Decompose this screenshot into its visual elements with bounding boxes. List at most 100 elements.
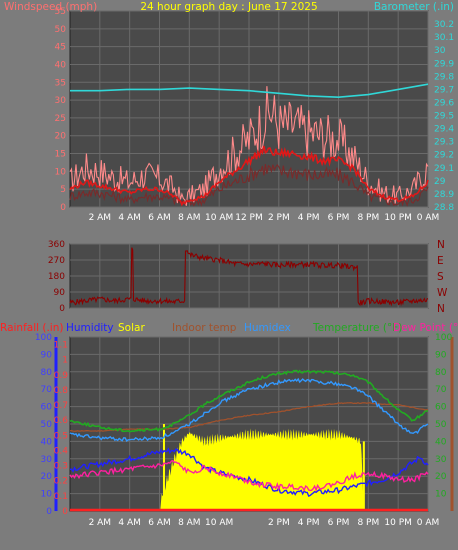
- wind-x-tick: 6 AM: [148, 213, 171, 223]
- wind-y-tick: 35: [55, 78, 66, 88]
- rainfall-y-tick: 0.6: [54, 416, 69, 426]
- compass-label: E: [437, 255, 444, 267]
- compass-label: N: [437, 303, 445, 315]
- temperature-y-tick: 80: [435, 368, 447, 378]
- wind-x-tick: 4 PM: [298, 213, 320, 223]
- baro-y-tick: 29.9: [434, 59, 454, 69]
- baro-y-tick: 29.5: [434, 112, 454, 122]
- dewpoint-line: [69, 459, 429, 492]
- legend-entry: Humidity: [66, 322, 114, 334]
- humidity-y-tick: 100: [35, 333, 52, 343]
- rainfall-y-tick: 0.9: [54, 371, 69, 381]
- wind-dark-line: [69, 164, 429, 207]
- rainfall-y-tick: 0.4: [54, 446, 69, 456]
- wind-x-tick: 0 AM: [417, 213, 440, 223]
- wind-x-tick: 10 AM: [205, 213, 233, 223]
- humidity-y-tick: 10: [41, 490, 53, 500]
- legend-entry: Indoor temp: [172, 322, 237, 334]
- wind-x-tick: 8 AM: [178, 213, 201, 223]
- wind-y-tick: 55: [55, 7, 66, 17]
- baro-y-tick: 29.7: [434, 85, 454, 95]
- rainfall-y-tick: 0.5: [54, 431, 68, 441]
- weather-x-tick: 6 AM: [148, 518, 171, 528]
- rainfall-y-tick: 0.2: [54, 477, 68, 487]
- wind-axis-title: Windspeed (mph): [4, 1, 97, 13]
- legend-entry: Solar: [118, 322, 145, 334]
- rainfall-y-tick: 0.7: [54, 401, 68, 411]
- weather-x-tick: 4 PM: [298, 518, 320, 528]
- weather-x-tick: 0 AM: [417, 518, 440, 528]
- rainfall-y-tick: 0.8: [54, 386, 69, 396]
- wind-x-tick: 2 AM: [89, 213, 112, 223]
- humidity-y-tick: 70: [41, 385, 53, 395]
- compass-label: W: [437, 287, 448, 299]
- direction-y-tick: 270: [48, 256, 65, 266]
- rainfall-y-tick: 1.1: [54, 341, 68, 351]
- direction-y-tick: 360: [48, 240, 65, 250]
- weather-x-tick: 4 AM: [118, 518, 141, 528]
- direction-y-tick: 0: [59, 304, 65, 314]
- humidity-y-tick: 40: [41, 437, 53, 447]
- baro-y-tick: 29.8: [434, 72, 454, 82]
- wind-x-tick: 4 AM: [118, 213, 141, 223]
- rainfall-y-tick: 0.1: [54, 492, 68, 502]
- humidity-line: [69, 447, 429, 498]
- humidex-line: [69, 377, 429, 442]
- baro-y-tick: 30.1: [434, 33, 454, 43]
- baro-y-tick: 29.1: [434, 164, 454, 174]
- humidity-y-tick: 20: [41, 472, 53, 482]
- humidity-y-tick: 80: [41, 368, 53, 378]
- barometer-line: [70, 83, 429, 99]
- indoor-line: [69, 401, 429, 433]
- temperature-y-tick: 40: [435, 437, 447, 447]
- wind-y-tick: 25: [55, 114, 66, 124]
- temperature-y-tick: 100: [435, 333, 452, 343]
- direction-y-tick: 90: [54, 288, 66, 298]
- humidity-y-tick: 30: [41, 455, 53, 465]
- wind-gust-line: [69, 86, 429, 206]
- rainfall-y-tick: 0: [62, 507, 68, 517]
- baro-y-tick: 30: [434, 46, 446, 56]
- temperature-y-tick: 60: [435, 403, 447, 413]
- wind-y-tick: 10: [55, 167, 67, 177]
- baro-y-tick: 29.4: [434, 125, 454, 135]
- solar-area: [70, 428, 428, 511]
- wind-x-tick: 2 PM: [268, 213, 290, 223]
- rainfall-y-tick: 0.3: [54, 462, 68, 472]
- humidity-y-tick: 90: [41, 350, 53, 360]
- temperature-y-tick: 30: [435, 455, 447, 465]
- baro-y-tick: 29.6: [434, 98, 454, 108]
- legend-entry: Dew Point (°F): [393, 322, 458, 334]
- wind-y-tick: 0: [60, 203, 66, 213]
- wind-y-tick: 5: [60, 185, 66, 195]
- wind-x-tick: 12 PM: [235, 213, 263, 223]
- wind-x-tick: 10 PM: [384, 213, 412, 223]
- chart-title: 24 hour graph day : June 17 2025: [140, 1, 317, 13]
- wind-y-tick: 20: [55, 132, 67, 142]
- rainfall-y-tick: 1: [62, 356, 68, 366]
- legend-entry: Temperature (°F): [312, 322, 402, 334]
- weather-x-tick: 8 PM: [357, 518, 379, 528]
- weather-x-tick: 8 AM: [178, 518, 201, 528]
- baro-y-tick: 29.3: [434, 138, 454, 148]
- legend-entry: Rainfall (.in): [0, 322, 63, 334]
- humidity-y-tick: 0: [46, 507, 52, 517]
- temperature-y-tick: 20: [435, 472, 447, 482]
- wind-avg-line: [69, 145, 429, 207]
- wind-x-tick: 8 PM: [357, 213, 379, 223]
- wind-y-tick: 30: [55, 96, 67, 106]
- baro-y-tick: 28.9: [434, 190, 454, 200]
- legend-entry: Humidex: [244, 322, 291, 334]
- temperature-y-tick: 90: [435, 350, 447, 360]
- wind-x-tick: 6 PM: [328, 213, 350, 223]
- baro-y-tick: 30.2: [434, 20, 454, 30]
- weather-x-tick: 2 AM: [89, 518, 112, 528]
- baro-y-tick: 29.2: [434, 151, 454, 161]
- temperature-line: [69, 369, 429, 433]
- wind-direction-line: [69, 247, 429, 307]
- humidity-y-tick: 50: [41, 420, 53, 430]
- wind-y-tick: 50: [55, 25, 67, 35]
- weather-x-tick: 10 PM: [384, 518, 412, 528]
